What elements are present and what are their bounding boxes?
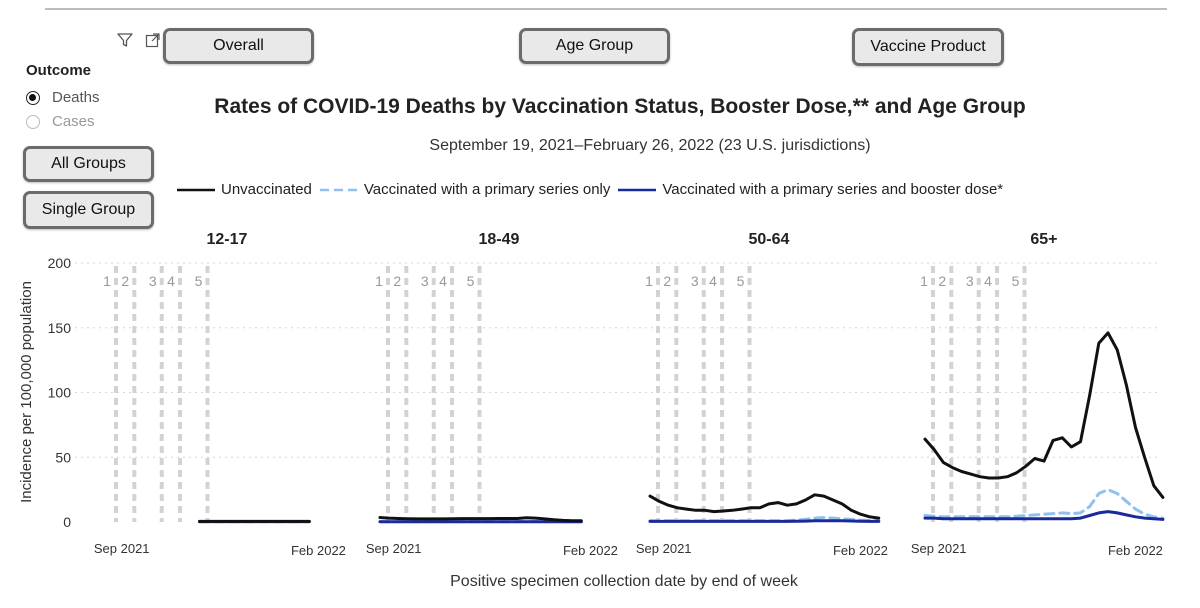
y-tick-label: 150 bbox=[48, 320, 72, 336]
x-tick-label: Feb 2022 bbox=[833, 543, 888, 558]
y-tick-label: 200 bbox=[48, 255, 72, 271]
x-tick-label: Feb 2022 bbox=[563, 543, 618, 558]
series-line-booster bbox=[648, 519, 881, 523]
x-tick-label: Sep 2021 bbox=[94, 541, 150, 556]
panel-title: 65+ bbox=[1030, 231, 1057, 248]
x-tick-label: Sep 2021 bbox=[911, 541, 967, 556]
dose-marker-label: 3 bbox=[966, 273, 974, 289]
dose-marker-label: 4 bbox=[167, 273, 175, 289]
y-tick-label: 100 bbox=[48, 385, 72, 401]
focus-mode-icon[interactable] bbox=[145, 32, 161, 48]
overall-button[interactable]: Overall bbox=[163, 28, 314, 64]
outcome-option-deaths[interactable]: Deaths bbox=[26, 89, 100, 106]
x-tick-label: Sep 2021 bbox=[636, 541, 692, 556]
series-line-booster bbox=[923, 510, 1165, 521]
series-line-unvaccinated bbox=[923, 331, 1165, 499]
outcome-option-cases[interactable]: Cases bbox=[26, 113, 95, 130]
radio-unselected-icon bbox=[26, 114, 40, 129]
legend-item-booster: Vaccinated with a primary series and boo… bbox=[616, 181, 1003, 198]
x-tick-label: Feb 2022 bbox=[1108, 543, 1163, 558]
dose-marker-label: 1 bbox=[920, 273, 928, 289]
dose-marker-label: 3 bbox=[149, 273, 157, 289]
all-groups-button[interactable]: All Groups bbox=[23, 146, 154, 182]
dose-marker-label: 1 bbox=[375, 273, 383, 289]
legend-swatch-solid-black bbox=[177, 188, 215, 191]
y-tick-label: 50 bbox=[55, 449, 71, 465]
single-group-button[interactable]: Single Group bbox=[23, 191, 154, 229]
legend-swatch-solid-navy bbox=[618, 188, 657, 191]
x-axis-label: Positive specimen collection date by end… bbox=[450, 573, 799, 590]
dose-marker-label: 2 bbox=[121, 273, 129, 289]
legend-item-primary-only: Vaccinated with a primary series only bbox=[318, 181, 611, 198]
radio-selected-icon bbox=[26, 90, 40, 105]
x-tick-label: Feb 2022 bbox=[291, 543, 346, 558]
y-axis-label: Incidence per 100,000 population bbox=[18, 281, 35, 503]
outcome-option-label: Deaths bbox=[52, 89, 100, 106]
panel-title: 12-17 bbox=[206, 231, 247, 248]
legend-item-unvaccinated: Unvaccinated bbox=[175, 181, 312, 198]
y-tick-label: 0 bbox=[63, 514, 71, 530]
dose-marker-label: 1 bbox=[645, 273, 653, 289]
chart-title: Rates of COVID-19 Deaths by Vaccination … bbox=[214, 95, 1026, 118]
series-line-primary-only bbox=[923, 488, 1165, 520]
legend-label: Unvaccinated bbox=[221, 181, 312, 198]
dose-marker-label: 4 bbox=[984, 273, 992, 289]
dose-marker-label: 5 bbox=[195, 273, 203, 289]
series-line-unvaccinated bbox=[648, 493, 881, 520]
x-tick-label: Sep 2021 bbox=[366, 541, 422, 556]
dose-marker-label: 3 bbox=[691, 273, 699, 289]
dose-marker-label: 5 bbox=[1012, 273, 1020, 289]
outcome-title: Outcome bbox=[26, 62, 92, 79]
vaccine-product-button[interactable]: Vaccine Product bbox=[852, 28, 1004, 66]
dose-marker-label: 2 bbox=[663, 273, 671, 289]
dose-marker-label: 2 bbox=[393, 273, 401, 289]
series-line-unvaccinated bbox=[378, 516, 583, 523]
dose-marker-label: 2 bbox=[938, 273, 946, 289]
panel-title: 50-64 bbox=[748, 231, 789, 248]
dose-marker-label: 1 bbox=[103, 273, 111, 289]
top-divider bbox=[45, 8, 1167, 10]
dose-marker-label: 5 bbox=[737, 273, 745, 289]
legend-swatch-dashed-blue bbox=[319, 188, 358, 191]
filter-icon[interactable] bbox=[117, 32, 133, 48]
chart-subtitle: September 19, 2021–February 26, 2022 (23… bbox=[429, 137, 871, 154]
legend-label: Vaccinated with a primary series only bbox=[363, 181, 611, 198]
dose-marker-label: 5 bbox=[467, 273, 475, 289]
chart-legend: Unvaccinated Vaccinated with a primary s… bbox=[175, 181, 1009, 198]
series-line-primary-only bbox=[648, 516, 881, 523]
outcome-option-label: Cases bbox=[52, 113, 95, 130]
panel-title: 18-49 bbox=[478, 231, 519, 248]
dose-marker-label: 3 bbox=[421, 273, 429, 289]
legend-label: Vaccinated with a primary series and boo… bbox=[662, 181, 1004, 198]
age-group-button[interactable]: Age Group bbox=[519, 28, 670, 64]
dose-marker-label: 4 bbox=[439, 273, 447, 289]
dose-marker-label: 4 bbox=[709, 273, 717, 289]
